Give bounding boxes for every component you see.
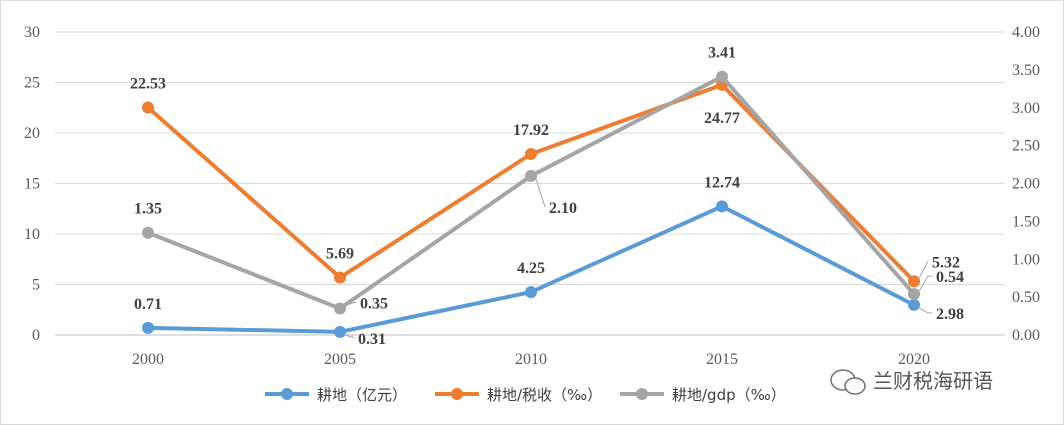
- data-label: 4.25: [517, 260, 545, 277]
- left-axis-tick-label: 5: [32, 277, 40, 294]
- data-point: [525, 169, 537, 182]
- data-point: [908, 275, 920, 288]
- right-axis-tick-label: 4.00: [1012, 24, 1040, 41]
- left-axis-tick-label: 15: [24, 176, 40, 193]
- legend-label: 耕地（亿元）: [317, 386, 407, 404]
- right-axis-tick-label: 1.50: [1012, 213, 1040, 230]
- leader-line: [918, 261, 929, 279]
- data-point: [525, 148, 537, 161]
- leader-line: [344, 334, 355, 339]
- leader-line: [344, 301, 356, 306]
- data-point: [142, 226, 154, 239]
- data-label: 0.35: [360, 295, 388, 312]
- data-label: 0.31: [358, 331, 386, 348]
- x-axis-tick-label: 2010: [515, 351, 547, 368]
- data-label: 2.98: [936, 306, 964, 323]
- data-point: [142, 321, 154, 334]
- data-point: [908, 298, 920, 311]
- wechat-icon-bubble: [844, 377, 866, 395]
- data-point: [334, 271, 346, 284]
- x-axis-tick-label: 2015: [706, 351, 738, 368]
- right-axis-tick-label: 1.00: [1012, 251, 1040, 268]
- legend-marker: [451, 388, 463, 400]
- data-label: 0.54: [936, 269, 964, 286]
- data-label: 22.53: [130, 75, 166, 92]
- left-axis-tick-label: 20: [24, 125, 40, 142]
- leader-line: [535, 178, 546, 208]
- left-axis-tick-label: 0: [32, 327, 40, 344]
- data-point: [334, 325, 346, 338]
- data-point: [142, 101, 154, 114]
- data-label: 3.41: [708, 45, 736, 62]
- right-axis-tick-label: 0.50: [1012, 289, 1040, 306]
- data-label: 2.10: [549, 200, 577, 217]
- legend-marker: [636, 388, 648, 400]
- data-label: 24.77: [704, 110, 740, 127]
- right-axis-tick-label: 0.00: [1012, 327, 1040, 344]
- legend-label: 耕地/gdp（‰）: [672, 386, 786, 404]
- data-label: 1.35: [134, 201, 162, 218]
- right-axis-tick-label: 2.50: [1012, 138, 1040, 155]
- data-label: 0.71: [134, 296, 162, 313]
- data-point: [525, 286, 537, 299]
- left-axis-tick-label: 30: [24, 24, 40, 41]
- left-axis-tick-label: 25: [24, 75, 40, 92]
- x-axis-tick-label: 2000: [132, 351, 164, 368]
- data-point: [716, 200, 728, 213]
- left-axis-tick-label: 10: [24, 226, 40, 243]
- data-point: [716, 70, 728, 83]
- leader-line: [918, 275, 932, 292]
- data-label: 5.32: [932, 254, 960, 271]
- legend-label: 耕地/税收（‰）: [487, 386, 602, 404]
- data-label: 17.92: [513, 122, 549, 139]
- x-axis-tick-label: 2020: [898, 351, 930, 368]
- right-axis-tick-label: 3.50: [1012, 62, 1040, 79]
- leader-line: [918, 307, 932, 314]
- right-axis-tick-label: 2.00: [1012, 176, 1040, 193]
- legend-marker: [281, 388, 293, 400]
- right-axis-tick-label: 3.00: [1012, 100, 1040, 117]
- x-axis-tick-label: 2005: [324, 351, 356, 368]
- data-label: 5.69: [326, 246, 354, 263]
- watermark-text: 兰财税海研语: [873, 369, 993, 393]
- data-point: [908, 288, 920, 301]
- data-label: 12.74: [704, 174, 740, 191]
- data-point: [334, 302, 346, 315]
